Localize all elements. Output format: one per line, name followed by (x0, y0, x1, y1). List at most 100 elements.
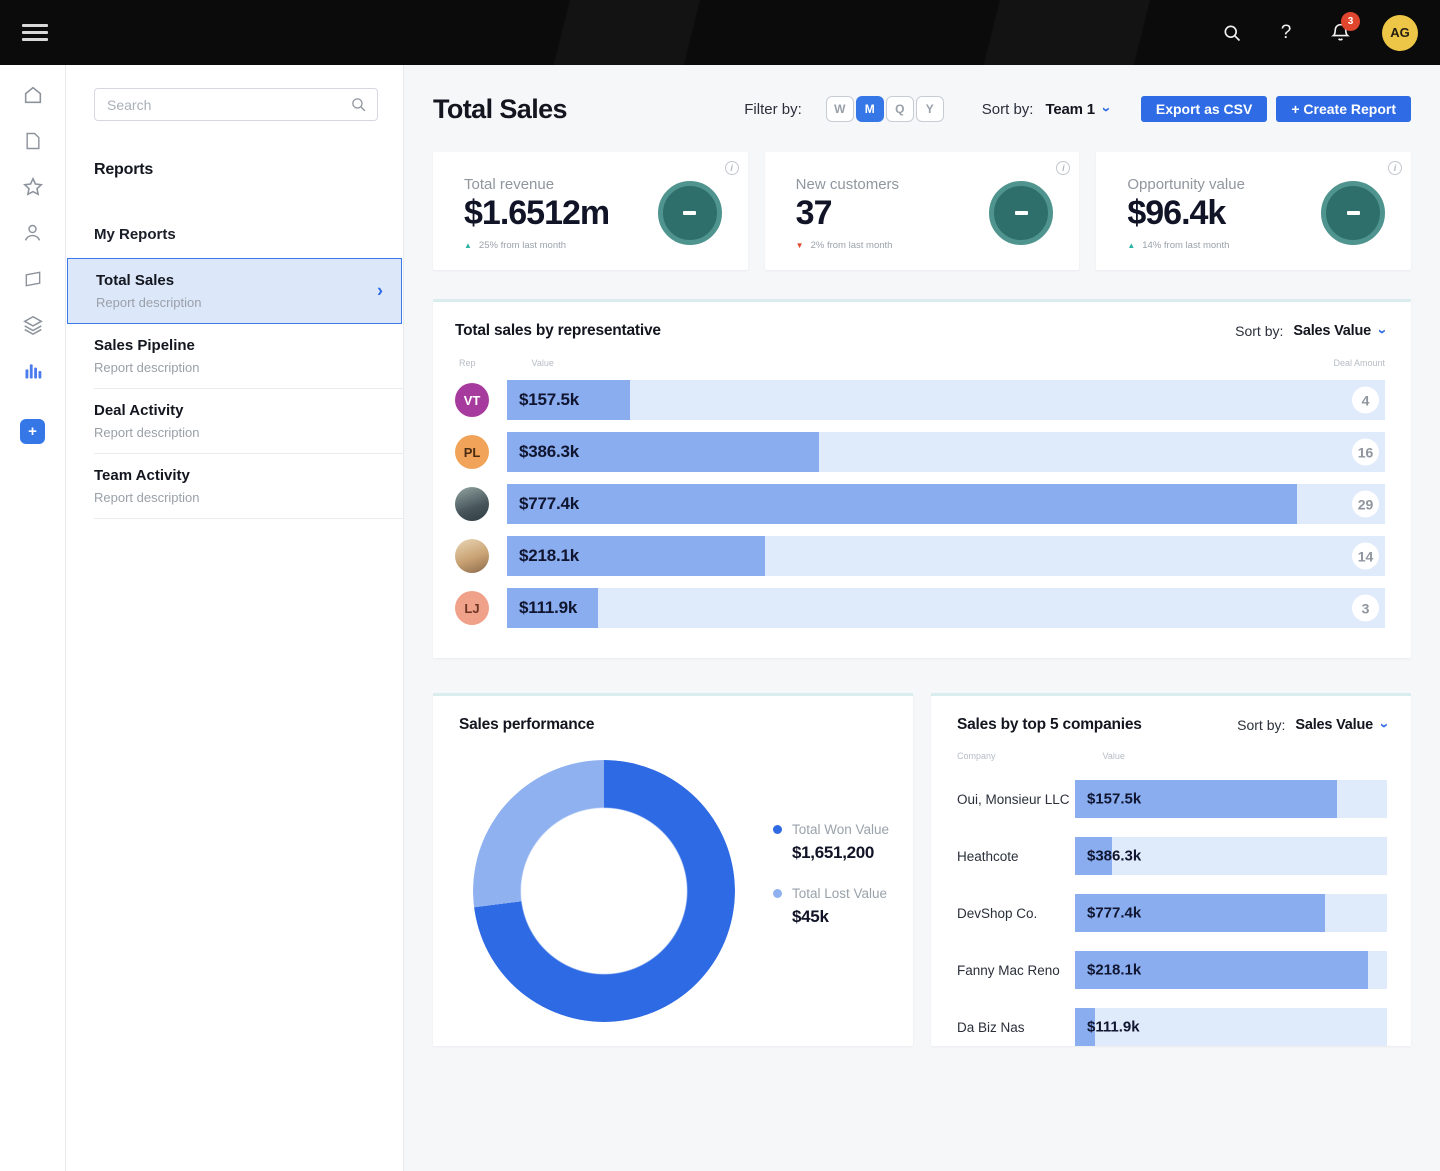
bar-value-label: $111.9k (1087, 1019, 1140, 1036)
company-name: Fanny Mac Reno (957, 963, 1075, 978)
bar-track: $157.5k 4 (507, 380, 1385, 420)
user-avatar[interactable]: AG (1382, 15, 1418, 51)
panel-title: Total sales by representative (455, 322, 661, 340)
notifications-icon[interactable]: 3 (1328, 21, 1352, 45)
sidebar-group-title: My Reports (94, 226, 375, 243)
item-description: Report description (94, 360, 379, 375)
sort-label: Sort by: (982, 101, 1034, 118)
total-sales-by-rep-panel: Total sales by representative Sort by: S… (433, 299, 1411, 658)
sales-performance-donut (473, 760, 735, 1022)
team-sort-dropdown[interactable]: Team 1 (1045, 101, 1094, 118)
column-header-value: Value (1103, 751, 1125, 761)
item-title: Deal Activity (94, 402, 379, 419)
user-icon[interactable] (21, 221, 44, 244)
bar-value-label: $157.5k (519, 390, 579, 410)
star-icon[interactable] (21, 175, 44, 198)
item-title: Total Sales (96, 272, 377, 289)
top-bar: ? 3 AG (0, 0, 1440, 65)
value-bar[interactable] (507, 484, 1297, 524)
rep-avatar-photo (455, 539, 489, 573)
deal-count-badge: 14 (1352, 543, 1379, 570)
rep-row: $218.1k 14 (455, 536, 1385, 576)
filter-chip-week[interactable]: W (826, 96, 854, 122)
bar-track: $386.3k (1075, 837, 1387, 875)
bar-track: $218.1k (1075, 951, 1387, 989)
company-name: Oui, Monsieur LLC (957, 792, 1075, 807)
sidebar-search[interactable] (94, 88, 378, 121)
add-button[interactable]: + (20, 419, 45, 444)
main-content: Total Sales Filter by: W M Q Y Sort by: … (404, 65, 1440, 1171)
bar-track: $111.9k 3 (507, 588, 1385, 628)
document-icon[interactable] (21, 129, 44, 152)
chevron-down-icon[interactable]: › (1376, 723, 1393, 728)
company-name: DevShop Co. (957, 906, 1075, 921)
column-header-company: Company (957, 751, 996, 761)
icon-rail: + (0, 65, 66, 1171)
home-icon[interactable] (21, 83, 44, 106)
kpi-donut (1321, 181, 1385, 245)
rep-avatar-photo (455, 487, 489, 521)
rep-avatar: PL (455, 435, 489, 469)
company-name: Heathcote (957, 849, 1075, 864)
help-icon[interactable]: ? (1274, 21, 1298, 45)
bar-value-label: $777.4k (519, 494, 579, 514)
filter-chip-quarter[interactable]: Q (886, 96, 914, 122)
top-companies-panel: Sales by top 5 companies Sort by: Sales … (931, 693, 1411, 1046)
bar-track: $777.4k 29 (507, 484, 1385, 524)
kpi-donut (658, 181, 722, 245)
info-icon[interactable]: i (1388, 161, 1402, 175)
info-icon[interactable]: i (725, 161, 739, 175)
search-icon[interactable] (1220, 21, 1244, 45)
filter-chip-year[interactable]: Y (916, 96, 944, 122)
deal-count-badge: 16 (1352, 439, 1379, 466)
chevron-down-icon[interactable]: › (1374, 329, 1391, 334)
kpi-delta-text: 2% from last month (811, 240, 893, 251)
export-csv-button[interactable]: Export as CSV (1141, 96, 1267, 122)
topbar-decoration (975, 0, 1155, 65)
notification-badge: 3 (1341, 12, 1360, 31)
create-report-button[interactable]: + Create Report (1276, 96, 1411, 122)
bar-track: $157.5k (1075, 780, 1387, 818)
sort-label: Sort by: (1237, 717, 1285, 733)
sales-value-sort-dropdown[interactable]: Sales Value (1295, 717, 1373, 733)
sales-value-sort-dropdown[interactable]: Sales Value (1293, 323, 1371, 339)
won-legend-dot (773, 825, 782, 834)
trend-up-icon: ▲ (1127, 241, 1135, 250)
filter-label: Filter by: (744, 101, 802, 118)
trend-up-icon: ▲ (464, 241, 472, 250)
sort-label: Sort by: (1235, 323, 1283, 339)
rep-row: VT $157.5k 4 (455, 380, 1385, 420)
kpi-donut (989, 181, 1053, 245)
menu-icon[interactable] (22, 20, 48, 45)
rep-avatar: VT (455, 383, 489, 417)
lost-legend-dot (773, 889, 782, 898)
search-icon (350, 96, 367, 113)
bar-track: $386.3k 16 (507, 432, 1385, 472)
item-description: Report description (96, 295, 377, 310)
bar-track: $777.4k (1075, 894, 1387, 932)
info-icon[interactable]: i (1056, 161, 1070, 175)
sidebar-item-team-activity[interactable]: Team Activity Report description (94, 454, 403, 519)
bar-value-label: $218.1k (1087, 962, 1141, 979)
company-row: Oui, Monsieur LLC $157.5k (957, 780, 1387, 818)
kpi-card-total-revenue: i Total revenue $1.6512m ▲ 25% from last… (433, 152, 748, 270)
sidebar-item-sales-pipeline[interactable]: Sales Pipeline Report description (94, 324, 403, 389)
sidebar-section-title: Reports (94, 161, 375, 179)
lost-legend-value: $45k (792, 907, 889, 927)
layers-icon[interactable] (21, 313, 44, 336)
filter-chip-month[interactable]: M (856, 96, 884, 122)
bar-value-label: $111.9k (519, 598, 577, 618)
filter-chip-group: W M Q Y (826, 96, 944, 122)
bar-value-label: $386.3k (1087, 848, 1141, 865)
board-icon[interactable] (21, 267, 44, 290)
sidebar-item-total-sales[interactable]: Total Sales Report description › (67, 258, 402, 324)
company-row: DevShop Co. $777.4k (957, 894, 1387, 932)
chevron-down-icon[interactable]: › (1098, 107, 1115, 112)
sidebar-item-deal-activity[interactable]: Deal Activity Report description (94, 389, 403, 454)
column-header-rep: Rep (459, 358, 476, 368)
search-input[interactable] (107, 97, 350, 113)
rep-row: $777.4k 29 (455, 484, 1385, 524)
bar-value-label: $157.5k (1087, 791, 1141, 808)
reports-chart-icon[interactable] (21, 359, 44, 382)
won-legend-label: Total Won Value (792, 822, 889, 837)
